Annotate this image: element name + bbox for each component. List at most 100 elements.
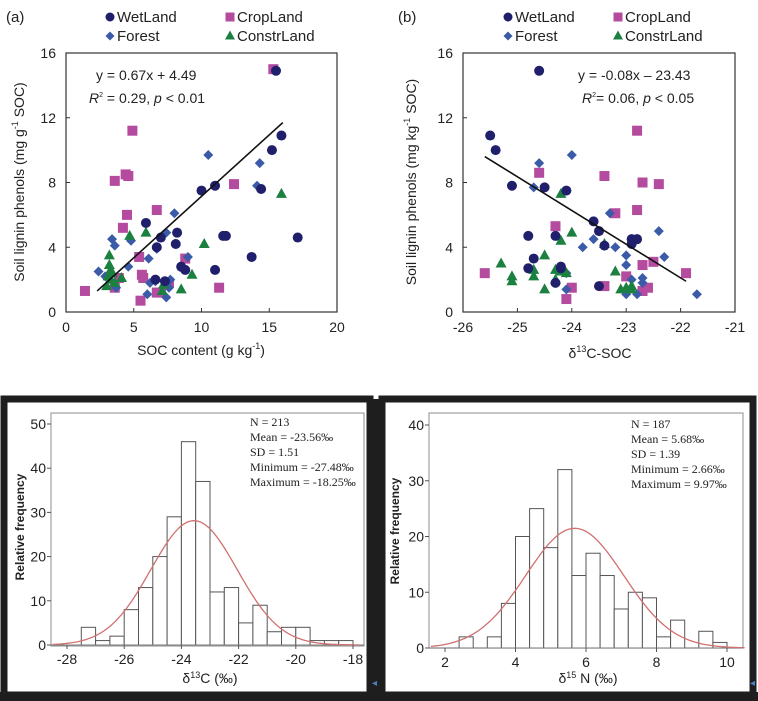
histogram-bar	[238, 622, 254, 646]
x-tick-label: 8	[653, 654, 661, 670]
y-tick-label: 0	[48, 304, 56, 320]
x-tick-label: -22	[670, 319, 690, 335]
regression-line	[484, 155, 687, 282]
data-point-wetland	[172, 227, 183, 238]
data-point-wetland	[550, 230, 561, 241]
data-point-wetland	[246, 251, 257, 262]
data-point-cropland	[135, 295, 146, 306]
data-point-wetland	[588, 216, 599, 227]
y-tick-label: 40	[30, 460, 46, 476]
data-point-cropland	[566, 282, 577, 293]
legend-marker-constrland	[613, 30, 623, 40]
y-tick-label: 0	[416, 640, 424, 656]
histogram-bar	[266, 631, 283, 646]
data-point-wetland	[599, 240, 610, 251]
data-point-wetland	[523, 230, 534, 241]
data-point-constrland	[539, 283, 551, 294]
data-point-wetland	[555, 261, 566, 272]
stats-r-a: R	[89, 90, 99, 106]
data-point-forest	[142, 289, 153, 300]
legend-label-wetland: WetLand	[515, 9, 575, 26]
xlabel-b-main: δ	[569, 345, 577, 361]
data-point-wetland	[485, 130, 496, 141]
y-tick-label: 12	[40, 110, 56, 126]
y-tick-label: 4	[445, 239, 453, 255]
stats-rest-a: = 0.29,	[103, 90, 154, 106]
x-tick-label: -21	[725, 319, 745, 335]
histogram-bar	[571, 575, 587, 649]
data-point-wetland	[528, 253, 539, 264]
stats-line: Mean = 5.68‰	[631, 432, 704, 446]
normal-curve	[52, 520, 359, 646]
data-point-constrland	[609, 265, 621, 276]
xlabel-a-end: )	[260, 342, 265, 358]
panel-label-b: (b)	[398, 9, 416, 26]
regression-line	[96, 122, 284, 292]
data-point-wetland	[506, 180, 517, 191]
xlabel-a: SOC content (g kg-1)	[137, 341, 265, 358]
data-point-forest	[203, 149, 214, 160]
data-point-wetland	[220, 230, 231, 241]
stats-line: N = 187	[631, 417, 670, 431]
x-tick-label: 6	[582, 654, 590, 670]
legend-label-cropland: CropLand	[625, 9, 691, 26]
y-tick-label: 10	[30, 593, 46, 609]
x-tick-label: -18	[343, 651, 363, 667]
data-point-constrland	[198, 238, 210, 249]
x-tick-label: 2	[441, 654, 449, 670]
data-point-constrland	[175, 283, 187, 294]
ylabel-b-sup: -1	[402, 118, 412, 126]
data-point-cropland	[610, 208, 621, 219]
y-tick-label: 30	[30, 504, 46, 520]
data-point-cropland	[632, 125, 643, 136]
scroll-left-arrow-icon[interactable]: ◂	[372, 678, 377, 689]
stats-p-b: p	[642, 90, 651, 106]
data-point-wetland	[150, 274, 161, 285]
x-tick-label: 10	[719, 654, 735, 670]
plot-area-a: 0 5 10 15 20 0 4 8 12 16	[40, 45, 345, 335]
ylabel-a-main: Soil lignin phenols (mg g	[11, 129, 27, 282]
legend-marker-forest	[503, 31, 513, 41]
frame-middle-band	[370, 399, 382, 695]
x-tick-label: 0	[62, 319, 70, 335]
ylabel-c: Relative frequency	[13, 473, 27, 580]
x-tick-label: -25	[507, 319, 527, 335]
data-point-cropland	[127, 125, 138, 136]
xlabel-a-main: SOC content (g kg	[137, 342, 252, 358]
legend-label-constrland: ConstrLand	[625, 28, 703, 45]
histogram-bar	[195, 480, 211, 646]
data-point-forest	[621, 250, 632, 261]
stats-pval-b: < 0.05	[651, 90, 694, 106]
data-point-wetland	[626, 234, 637, 245]
stats-r-sup-b: 2	[592, 92, 596, 99]
data-point-forest	[561, 284, 572, 295]
histogram-bar	[458, 636, 474, 649]
data-point-forest	[143, 253, 154, 264]
data-point-forest	[534, 158, 545, 169]
y-tick-label: 30	[408, 473, 424, 489]
data-point-constrland	[109, 276, 121, 287]
x-tick-label: -24	[562, 319, 582, 335]
xlabel-b-end: C-SOC	[586, 345, 631, 361]
ylabel-b-main: Soil lignin phenols (mg kg	[403, 126, 419, 286]
data-point-cropland	[534, 167, 545, 178]
data-point-cropland	[138, 273, 149, 284]
data-point-forest	[93, 266, 104, 277]
stats-line: Maximum = 9.97‰	[631, 477, 727, 491]
legend-marker-wetland	[503, 12, 513, 22]
data-point-forest	[109, 240, 120, 251]
data-point-forest	[566, 149, 577, 160]
xlabel-d: δ15 N (‰)	[558, 670, 617, 686]
stats-line: Maximum = -18.25‰	[250, 475, 356, 489]
stats-line: Minimum = 2.66‰	[631, 462, 725, 476]
stats-p-a: p	[153, 90, 162, 106]
y-tick-label: 20	[408, 529, 424, 545]
data-point-wetland	[534, 65, 545, 76]
stats-line: Minimum = -27.48‰	[250, 460, 354, 474]
histogram-bar	[109, 635, 125, 646]
scroll-right-arrow-icon[interactable]: ◂	[750, 678, 755, 689]
y-tick-label: 16	[40, 45, 56, 61]
histogram-bar	[209, 591, 225, 646]
histogram-bar	[180, 441, 197, 646]
